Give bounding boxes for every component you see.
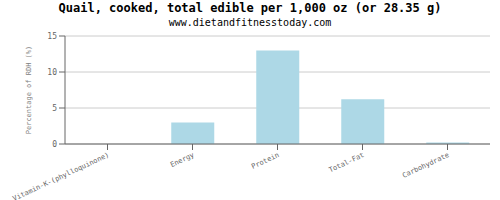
svg-text:15: 15 bbox=[47, 32, 57, 41]
html-text:www.dietandfitnesstoday.com: www.dietandfitnesstoday.com bbox=[168, 17, 332, 28]
svg-text:Total-Fat: Total-Fat bbox=[328, 151, 366, 174]
svg-text:5: 5 bbox=[52, 104, 57, 113]
svg-text:10: 10 bbox=[47, 68, 57, 77]
html-text:Quail, cooked, total edible pe: Quail, cooked, total edible per 1,000 oz… bbox=[58, 1, 442, 15]
svg-text:Protein: Protein bbox=[250, 151, 280, 171]
svg-text:Vitamin-K-(phylloquinone): Vitamin-K-(phylloquinone) bbox=[12, 151, 111, 200]
svg-text:Energy: Energy bbox=[169, 151, 195, 169]
svg-text:0: 0 bbox=[52, 140, 57, 149]
svg-text:Percentage of RDH (%): Percentage of RDH (%) bbox=[25, 46, 33, 135]
svg-text:Carbohydrate: Carbohydrate bbox=[401, 151, 450, 180]
